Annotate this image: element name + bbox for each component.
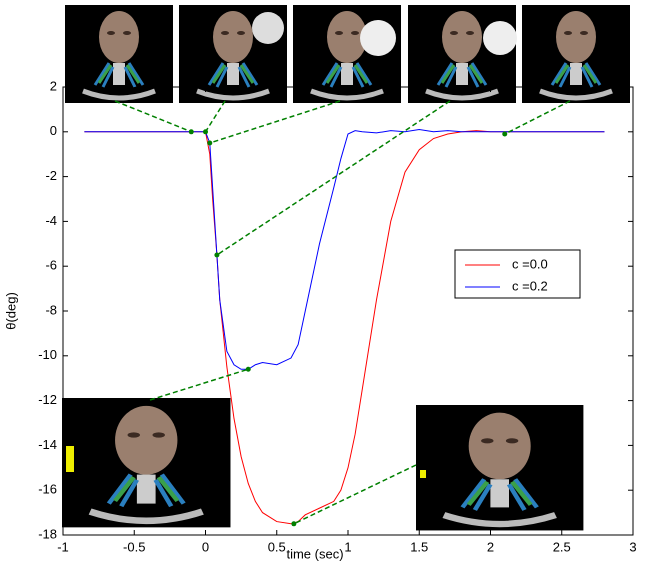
series-line bbox=[84, 129, 605, 370]
connector bbox=[293, 464, 417, 525]
x-tick-label: 2.5 bbox=[553, 539, 571, 554]
connector bbox=[216, 100, 451, 256]
x-tick-label: 2 bbox=[487, 539, 494, 554]
legend-label: c =0.2 bbox=[512, 278, 548, 293]
connector bbox=[149, 368, 249, 401]
connector bbox=[209, 100, 341, 144]
y-tick-label: 2 bbox=[50, 78, 57, 93]
x-tick-label: -0.5 bbox=[123, 539, 145, 554]
connector bbox=[114, 100, 192, 133]
ball bbox=[252, 12, 284, 44]
x-tick-label: 0.5 bbox=[268, 539, 286, 554]
y-tick-label: -14 bbox=[38, 437, 57, 452]
legend-label: c =0.0 bbox=[512, 256, 548, 271]
marker-point bbox=[203, 129, 208, 135]
ball bbox=[483, 21, 517, 55]
y-tick-label: -4 bbox=[45, 213, 57, 228]
marker-point bbox=[207, 140, 213, 146]
inset-image bbox=[522, 5, 630, 103]
connector bbox=[204, 100, 226, 133]
ball bbox=[360, 20, 396, 56]
x-tick-label: 1 bbox=[344, 539, 351, 554]
y-tick-label: 0 bbox=[50, 123, 57, 138]
legend-box bbox=[454, 249, 581, 299]
x-tick-label: 0 bbox=[202, 539, 209, 554]
y-tick-label: -8 bbox=[45, 302, 57, 317]
y-axis-label: θ(deg) bbox=[3, 292, 18, 330]
y-tick-label: -10 bbox=[38, 347, 57, 362]
y-tick-label: -12 bbox=[38, 392, 57, 407]
inset-image bbox=[62, 398, 230, 527]
x-tick-label: 1.5 bbox=[410, 539, 428, 554]
marker-point bbox=[188, 129, 194, 135]
marker-point bbox=[245, 366, 251, 372]
marker-point bbox=[214, 252, 220, 258]
gauge bbox=[420, 470, 426, 478]
y-tick-label: -2 bbox=[45, 168, 57, 183]
inset-image bbox=[65, 5, 173, 103]
x-axis-label: time (sec) bbox=[286, 546, 343, 561]
y-tick-label: -16 bbox=[38, 482, 57, 497]
gauge bbox=[66, 446, 74, 472]
y-tick-label: -6 bbox=[45, 258, 57, 273]
y-tick-label: -18 bbox=[38, 526, 57, 541]
connector bbox=[504, 100, 571, 135]
inset-images bbox=[62, 5, 630, 530]
x-tick-label: 3 bbox=[629, 539, 636, 554]
inset-image bbox=[416, 405, 583, 530]
marker-point bbox=[291, 521, 297, 527]
marker-point bbox=[502, 131, 508, 137]
series-line bbox=[84, 130, 605, 525]
x-tick-label: -1 bbox=[57, 539, 69, 554]
